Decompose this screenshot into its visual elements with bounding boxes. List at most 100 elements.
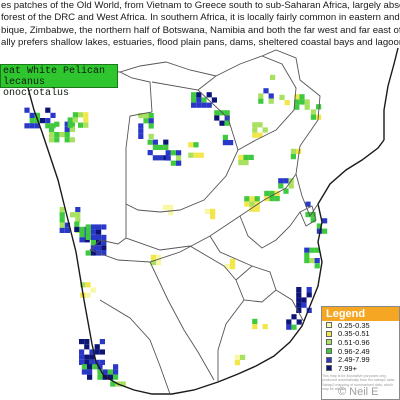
distribution-cell bbox=[214, 115, 220, 121]
distribution-cell bbox=[230, 258, 236, 264]
distribution-cell bbox=[296, 302, 302, 308]
distribution-cell bbox=[45, 107, 51, 113]
distribution-cell bbox=[168, 210, 174, 216]
distribution-cell bbox=[87, 374, 93, 380]
distribution-cell bbox=[59, 212, 65, 218]
distribution-cell bbox=[304, 247, 310, 253]
botswana-border bbox=[125, 81, 239, 213]
distribution-cell bbox=[102, 369, 108, 375]
distribution-cell bbox=[64, 121, 70, 127]
distribution-cell bbox=[90, 250, 96, 256]
distribution-cells bbox=[24, 74, 328, 387]
distribution-cell bbox=[188, 152, 194, 158]
distribution-cell bbox=[158, 155, 164, 161]
distribution-cell bbox=[191, 97, 197, 103]
distribution-cell bbox=[74, 221, 80, 227]
legend-item: 0.96-2.49 bbox=[322, 347, 399, 356]
province-border-1 bbox=[125, 237, 237, 281]
legend-item: 7.99+ bbox=[322, 364, 399, 373]
distribution-cell bbox=[196, 102, 202, 108]
distribution-cell bbox=[54, 121, 60, 127]
distribution-cell bbox=[101, 224, 107, 230]
distribution-cell bbox=[222, 134, 228, 140]
distribution-cell bbox=[304, 258, 310, 264]
distribution-cell bbox=[84, 344, 90, 350]
distribution-cell bbox=[45, 123, 51, 129]
distribution-cell bbox=[165, 150, 171, 156]
distribution-cell bbox=[296, 319, 302, 325]
distribution-cell bbox=[291, 324, 297, 330]
distribution-cell bbox=[85, 234, 91, 240]
distribution-cell bbox=[240, 354, 246, 360]
legend-label: 2.49-7.99 bbox=[338, 355, 370, 365]
distribution-cell bbox=[67, 117, 73, 123]
distribution-cell bbox=[92, 364, 98, 370]
distribution-cell bbox=[156, 254, 162, 260]
description-line: es patches of the Old World, from Vietna… bbox=[1, 0, 400, 11]
legend-item: 2.49-7.99 bbox=[322, 355, 399, 364]
distribution-cell bbox=[163, 144, 169, 150]
northeast-coast bbox=[383, 47, 399, 140]
distribution-cell bbox=[252, 127, 258, 133]
distribution-cell bbox=[24, 123, 30, 129]
province-border-2 bbox=[149, 261, 215, 381]
distribution-cell bbox=[29, 118, 35, 124]
distribution-cell bbox=[252, 122, 258, 128]
distribution-cell bbox=[72, 112, 78, 118]
distribution-cell bbox=[81, 369, 87, 375]
distribution-cell bbox=[286, 319, 292, 325]
distribution-cell bbox=[85, 229, 91, 235]
distribution-cell bbox=[301, 297, 307, 303]
distribution-cell bbox=[97, 364, 103, 370]
distribution-cell bbox=[79, 349, 85, 355]
distribution-cell bbox=[59, 227, 65, 233]
distribution-cell bbox=[90, 224, 96, 230]
distribution-cell bbox=[84, 354, 90, 360]
species-scientific-name: lecanus onocrotalus bbox=[3, 77, 70, 99]
distribution-cell bbox=[97, 374, 103, 380]
distribution-cell bbox=[316, 223, 322, 229]
copyright-watermark: © Neil E bbox=[338, 386, 379, 398]
distribution-cell bbox=[316, 228, 322, 234]
distribution-cell bbox=[78, 122, 84, 128]
distribution-cell bbox=[163, 139, 169, 145]
distribution-cell bbox=[201, 102, 207, 108]
distribution-cell bbox=[147, 139, 153, 145]
distribution-cell bbox=[64, 132, 70, 138]
distribution-cell bbox=[305, 212, 311, 218]
distribution-cell bbox=[150, 254, 156, 260]
zimbabwe-border bbox=[197, 55, 297, 151]
distribution-cell bbox=[96, 245, 102, 251]
distribution-cell bbox=[147, 150, 153, 156]
distribution-cell bbox=[96, 229, 102, 235]
legend-label: 0.25-0.35 bbox=[338, 320, 370, 330]
legend-swatch bbox=[326, 365, 332, 372]
distribution-cell bbox=[101, 234, 107, 240]
distribution-cell bbox=[284, 100, 290, 106]
distribution-cell bbox=[234, 354, 240, 360]
legend-swatch bbox=[326, 339, 332, 346]
distribution-cell bbox=[90, 287, 96, 293]
distribution-cell bbox=[168, 204, 174, 210]
distribution-cell bbox=[101, 245, 107, 251]
south-africa-border bbox=[89, 173, 297, 263]
distribution-cell bbox=[269, 196, 275, 202]
distribution-cell bbox=[316, 104, 322, 110]
distribution-cell bbox=[176, 150, 182, 156]
distribution-cell bbox=[152, 139, 158, 145]
distribution-cell bbox=[257, 132, 263, 138]
distribution-cell bbox=[59, 222, 65, 228]
zambia-border bbox=[119, 61, 217, 77]
distribution-cell bbox=[29, 112, 35, 118]
distribution-cell bbox=[148, 133, 154, 139]
distribution-cell bbox=[278, 183, 284, 189]
distribution-cell bbox=[193, 142, 199, 148]
distribution-cell bbox=[274, 196, 280, 202]
distribution-cell bbox=[96, 234, 102, 240]
distribution-cell bbox=[249, 206, 255, 212]
distribution-cell bbox=[29, 123, 35, 129]
distribution-cell bbox=[262, 324, 268, 330]
distribution-cell bbox=[138, 113, 144, 119]
distribution-cell bbox=[99, 339, 105, 345]
distribution-cell bbox=[83, 112, 89, 118]
